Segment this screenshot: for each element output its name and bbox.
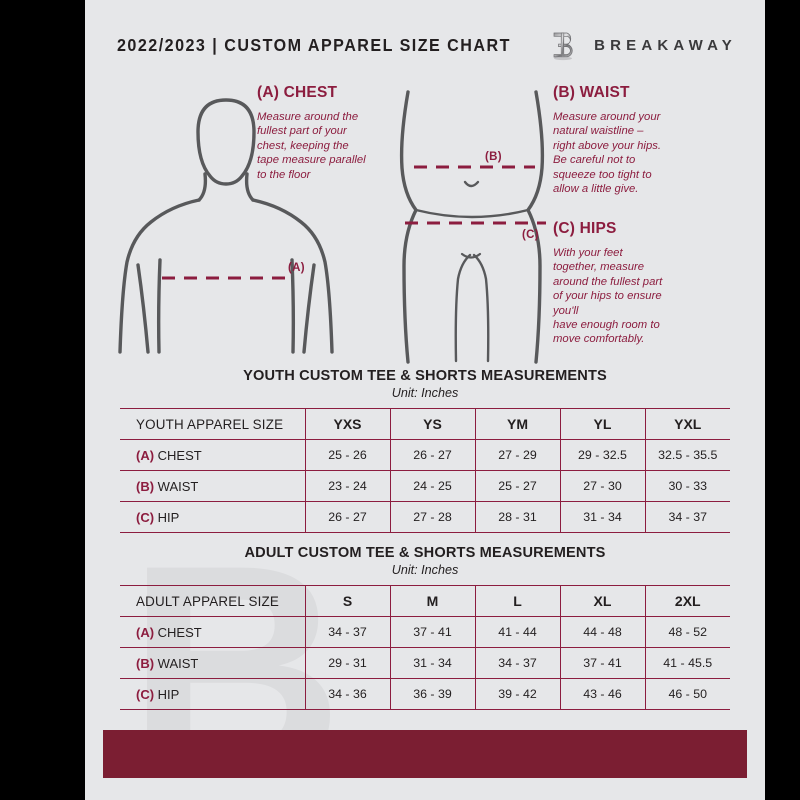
- adult-cell-waist-l: 34 - 37: [474, 647, 560, 679]
- chest-measure-label: (A): [288, 262, 305, 274]
- measure-tag: (C): [136, 686, 155, 702]
- youth-row-label-chest: (A) CHEST: [120, 439, 305, 471]
- adult-cell-hip-m: 36 - 39: [389, 678, 475, 710]
- measure-tag: (B): [136, 478, 155, 494]
- table-row: (C) HIP 26 - 27 27 - 28 28 - 31 31 - 34 34 - …: [120, 501, 730, 533]
- table-row: (C) HIP 34 - 36 36 - 39 39 - 42 43 - 46 46 - …: [120, 678, 730, 710]
- brand-lockup: BREAKAWAY: [546, 26, 737, 64]
- note-hips-body: With your feet together, measure around …: [553, 247, 663, 346]
- table-row: (B) WAIST 23 - 24 24 - 25 25 - 27 27 - 30 30 …: [120, 470, 730, 502]
- adult-size-header-m: M: [389, 585, 475, 617]
- content-panel: B 2022/2023 | CUSTOM APPAREL SIZE CHART: [85, 0, 765, 800]
- youth-table-title: YOUTH CUSTOM TEE & SHORTS MEASUREMENTS: [243, 368, 607, 384]
- youth-cell-chest-yxs: 25 - 26: [304, 439, 390, 471]
- youth-cell-waist-ym: 25 - 27: [474, 470, 560, 502]
- measure-dashed-lines: [162, 165, 546, 280]
- youth-cell-chest-yl: 29 - 32.5: [559, 439, 645, 471]
- adult-table-title: ADULT CUSTOM TEE & SHORTS MEASUREMENTS: [244, 545, 606, 561]
- youth-cell-waist-yxl: 30 - 33: [644, 470, 730, 502]
- youth-row-label-waist: (B) WAIST: [120, 470, 305, 502]
- brand-name: BREAKAWAY: [594, 36, 737, 54]
- measure-tag: (A): [136, 447, 155, 463]
- adult-cell-waist-s: 29 - 31: [304, 647, 390, 679]
- note-hips: (C) HIPS With your feet together, measur…: [553, 220, 708, 347]
- adult-size-table: ADULT APPAREL SIZE S M L XL 2XL (A) CHEST 34 - …: [120, 585, 730, 710]
- b-monogram-icon: [546, 28, 580, 62]
- youth-size-header-ys: YS: [389, 408, 475, 440]
- youth-row-label-hip: (C) HIP: [120, 501, 305, 533]
- adult-row-label-hip: (C) HIP: [120, 678, 305, 710]
- adult-row-label-chest: (A) CHEST: [120, 616, 305, 648]
- adult-row-label-waist: (B) WAIST: [120, 647, 305, 679]
- adult-cell-chest-s: 34 - 37: [304, 616, 390, 648]
- adult-size-header-2xl: 2XL: [644, 585, 730, 617]
- adult-cell-chest-l: 41 - 44: [474, 616, 560, 648]
- adult-cell-hip-l: 39 - 42: [474, 678, 560, 710]
- adult-size-table-block: ADULT CUSTOM TEE & SHORTS MEASUREMENTS U…: [120, 545, 730, 710]
- page-title: 2022/2023 | CUSTOM APPAREL SIZE CHART: [117, 34, 511, 55]
- youth-cell-hip-ys: 27 - 28: [389, 501, 475, 533]
- table-row: (A) CHEST 25 - 26 26 - 27 27 - 29 29 - 32.5 3…: [120, 439, 730, 471]
- note-waist: (B) WAIST Measure around your natural wa…: [553, 84, 708, 196]
- adult-cell-chest-m: 37 - 41: [389, 616, 475, 648]
- youth-size-table-block: YOUTH CUSTOM TEE & SHORTS MEASUREMENTS U…: [120, 368, 730, 533]
- measure-tag: (B): [136, 655, 155, 671]
- note-chest-body: Measure around the fullest part of your …: [257, 111, 366, 181]
- youth-cell-chest-ym: 27 - 29: [474, 439, 560, 471]
- adult-cell-waist-xl: 37 - 41: [559, 647, 645, 679]
- waist-measure-label: (B): [485, 151, 502, 163]
- adult-header-row: ADULT APPAREL SIZE S M L XL 2XL: [120, 585, 730, 617]
- youth-cell-chest-yxl: 32.5 - 35.5: [644, 439, 730, 471]
- adult-cell-hip-2xl: 46 - 50: [644, 678, 730, 710]
- hip-measure-label: (C): [522, 229, 539, 241]
- measurement-illustrations: (A) (B) (C) (A) CHEST Measure around the…: [85, 70, 765, 370]
- adult-table-unit: Unit: Inches: [391, 563, 459, 577]
- youth-cell-waist-yl: 27 - 30: [559, 470, 645, 502]
- note-waist-body: Measure around your natural waistline – …: [553, 111, 662, 196]
- youth-cell-hip-yl: 31 - 34: [559, 501, 645, 533]
- adult-size-header-xl: XL: [559, 585, 645, 617]
- adult-cell-hip-xl: 43 - 46: [559, 678, 645, 710]
- upper-body-figure: [118, 98, 334, 354]
- youth-cell-waist-ys: 24 - 25: [389, 470, 475, 502]
- measure-tag: (A): [136, 624, 155, 640]
- measure-tag: (C): [136, 509, 155, 525]
- youth-header-row: YOUTH APPAREL SIZE YXS YS YM YL YXL: [120, 408, 730, 440]
- youth-cell-hip-yxs: 26 - 27: [304, 501, 390, 533]
- youth-cell-hip-yxl: 34 - 37: [644, 501, 730, 533]
- adult-cell-hip-s: 34 - 36: [304, 678, 390, 710]
- youth-cell-waist-yxs: 23 - 24: [304, 470, 390, 502]
- youth-table-unit: Unit: Inches: [391, 386, 459, 400]
- youth-size-header-yxl: YXL: [644, 408, 730, 440]
- lower-body-figure: [399, 90, 545, 364]
- youth-size-header-ym: YM: [474, 408, 560, 440]
- note-chest-title: (A) CHEST: [257, 84, 338, 101]
- footer-banner: [103, 730, 747, 778]
- table-row: (B) WAIST 29 - 31 31 - 34 34 - 37 37 - 41 41 …: [120, 647, 730, 679]
- youth-size-header-yl: YL: [559, 408, 645, 440]
- youth-cell-chest-ys: 26 - 27: [389, 439, 475, 471]
- youth-size-table: YOUTH APPAREL SIZE YXS YS YM YL YXL (A) CHEST 2…: [120, 408, 730, 533]
- youth-cell-hip-ym: 28 - 31: [474, 501, 560, 533]
- adult-size-header-l: L: [474, 585, 560, 617]
- note-waist-title: (B) WAIST: [553, 84, 630, 101]
- adult-apparel-size-label: ADULT APPAREL SIZE: [120, 585, 305, 617]
- adult-cell-chest-xl: 44 - 48: [559, 616, 645, 648]
- body-figures-svg: [118, 90, 546, 364]
- note-hips-title: (C) HIPS: [553, 220, 617, 237]
- adult-cell-chest-2xl: 48 - 52: [644, 616, 730, 648]
- page-header: 2022/2023 | CUSTOM APPAREL SIZE CHART: [85, 26, 765, 64]
- youth-apparel-size-label: YOUTH APPAREL SIZE: [120, 408, 305, 440]
- table-row: (A) CHEST 34 - 37 37 - 41 41 - 44 44 - 48 48 …: [120, 616, 730, 648]
- adult-cell-waist-2xl: 41 - 45.5: [644, 647, 730, 679]
- adult-size-header-s: S: [304, 585, 390, 617]
- note-chest: (A) CHEST Measure around the fullest par…: [257, 84, 427, 182]
- adult-cell-waist-m: 31 - 34: [389, 647, 475, 679]
- youth-size-header-yxs: YXS: [304, 408, 390, 440]
